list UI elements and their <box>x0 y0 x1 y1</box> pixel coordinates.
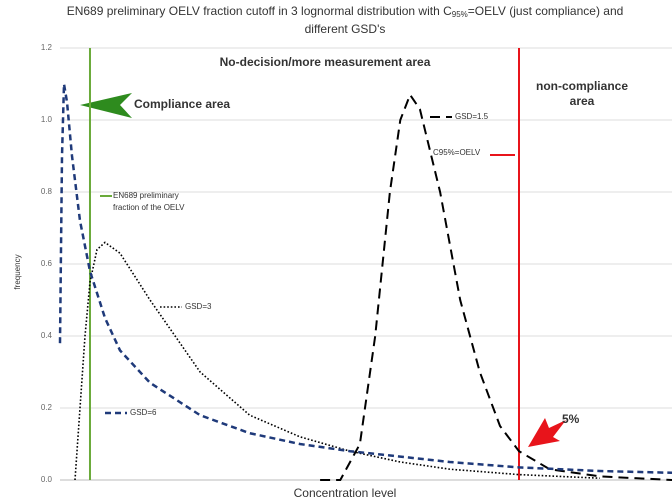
series-line <box>320 92 672 481</box>
legend-label: GSD=1.5 <box>455 112 489 121</box>
y-tick-label: 1.0 <box>41 115 53 124</box>
reference-label: C95%=OELV <box>433 148 481 157</box>
x-axis-label: Concentration level <box>294 486 397 500</box>
annotation: area <box>570 94 595 108</box>
series-line <box>58 83 672 475</box>
chart-title: EN689 preliminary OELV fraction cutoff i… <box>67 4 624 19</box>
series-line <box>74 241 600 481</box>
y-tick-label: 0.4 <box>41 331 53 340</box>
reference-label: EN689 preliminary <box>113 191 179 200</box>
compliance-arrow <box>80 93 132 118</box>
legend-label: GSD=6 <box>130 408 157 417</box>
annotation: No-decision/more measurement area <box>220 55 431 69</box>
reference-label: fraction of the OELV <box>113 203 185 212</box>
annotation: Compliance area <box>134 97 230 111</box>
annotation: 5% <box>562 412 580 426</box>
y-tick-label: 0.8 <box>41 187 53 196</box>
y-axis-label: frequency <box>13 254 22 289</box>
title-part: EN689 preliminary OELV fraction cutoff i… <box>67 4 452 18</box>
legend-label: GSD=3 <box>185 302 212 311</box>
y-tick-label: 0.2 <box>41 403 53 412</box>
title-subscript: 95% <box>452 10 468 19</box>
annotation: non-compliance <box>536 79 628 93</box>
five-percent-arrow <box>528 418 566 447</box>
y-tick-label: 0.0 <box>41 475 53 484</box>
chart-title: different GSD's <box>305 22 386 36</box>
y-tick-label: 1.2 <box>41 43 53 52</box>
y-tick-label: 0.6 <box>41 259 53 268</box>
title-part: =OELV (just compliance) and <box>468 4 624 18</box>
